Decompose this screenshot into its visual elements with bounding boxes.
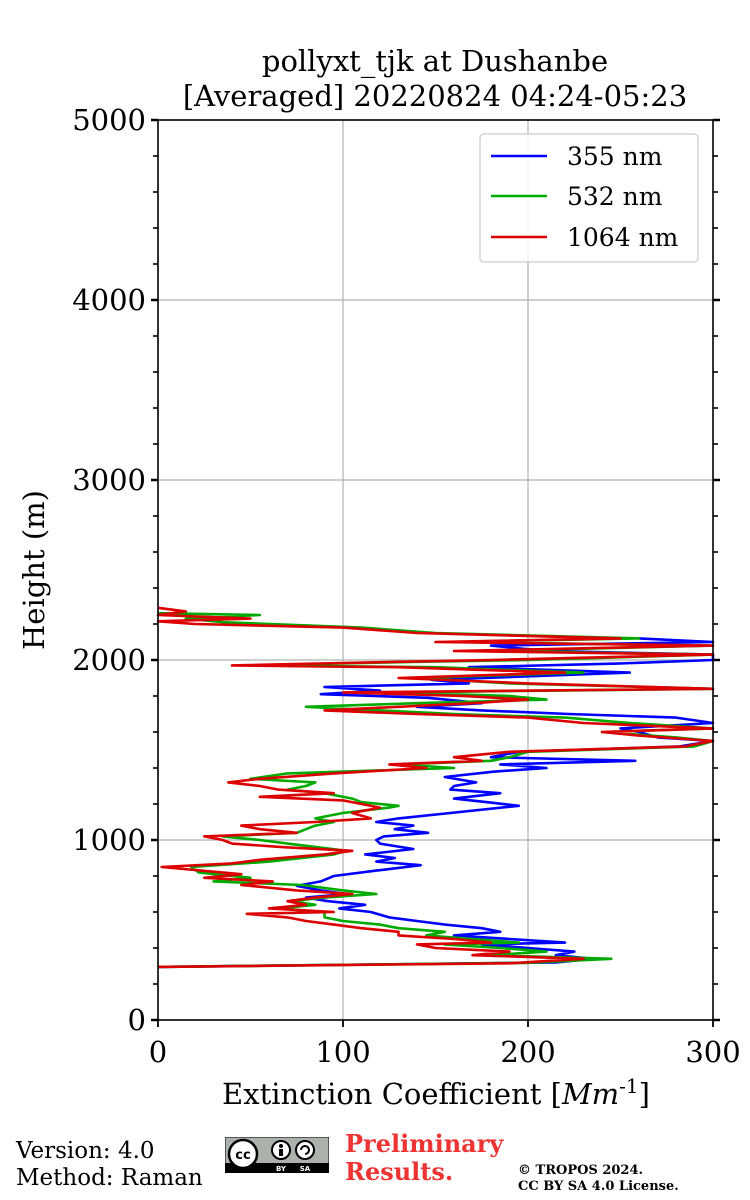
preliminary-line-1: Preliminary	[345, 1129, 504, 1158]
y-tick-label-5000: 5000	[72, 103, 146, 137]
series-line-1064-nm	[156, 606, 715, 969]
x-tick-label-200: 200	[500, 1035, 555, 1069]
plot-frame	[157, 119, 714, 1021]
cc-by-sa-license-icon: cc BY SA	[225, 1137, 329, 1173]
data-series	[156, 606, 715, 969]
footer-version-block: Version: 4.0 Method: Raman	[16, 1138, 203, 1192]
y-tick-label-0: 0	[128, 1003, 146, 1037]
y-tick-label-3000: 3000	[72, 463, 146, 497]
cc-badge-by: BY	[276, 1165, 287, 1173]
x-axis-label-exponent: -1	[619, 1074, 638, 1098]
copyright-line-1: © TROPOS 2024.	[518, 1163, 644, 1178]
chart-subtitle: [Averaged] 20220824 04:24-05:23	[183, 79, 687, 113]
y-tick-label-4000: 4000	[72, 283, 146, 317]
x-axis-label-unit: Mm	[561, 1077, 619, 1111]
legend-label-1064: 1064 nm	[567, 223, 679, 252]
x-axis-label: Extinction Coefficient [Mm-1]	[222, 1074, 650, 1111]
x-tick-label-0: 0	[149, 1035, 167, 1069]
legend: 355 nm 532 nm 1064 nm	[479, 133, 699, 263]
chart-title: pollyxt_tjk at Dushanbe	[262, 44, 608, 79]
legend-box	[479, 133, 699, 263]
method-text: Method: Raman	[16, 1165, 203, 1191]
y-tick-label-1000: 1000	[72, 823, 146, 857]
x-tick-label-300: 300	[685, 1035, 740, 1069]
copyright-note: © TROPOS 2024. CC BY SA 4.0 License.	[518, 1163, 679, 1195]
y-axis-label: Height (m)	[17, 490, 51, 650]
preliminary-line-2: Results.	[345, 1157, 454, 1186]
cc-badge-sa: SA	[300, 1165, 311, 1173]
preliminary-results-note: Preliminary Results.	[345, 1130, 503, 1186]
x-tick-label-100: 100	[315, 1035, 370, 1069]
copyright-line-2: CC BY SA 4.0 License.	[518, 1179, 679, 1194]
legend-label-532: 532 nm	[567, 182, 663, 211]
legend-label-355: 355 nm	[567, 142, 663, 171]
cc-badge-label: cc	[235, 1148, 250, 1163]
y-tick-label-2000: 2000	[72, 643, 146, 677]
version-text: Version: 4.0	[16, 1138, 155, 1164]
x-axis-label-close: ]	[639, 1077, 650, 1111]
x-axis-label-text: Extinction Coefficient [	[222, 1077, 562, 1111]
